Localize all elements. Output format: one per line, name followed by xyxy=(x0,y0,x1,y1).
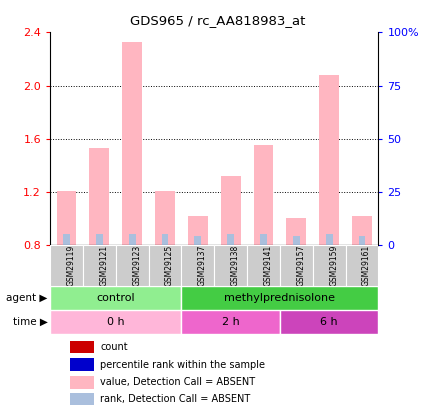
Bar xyxy=(148,245,181,286)
Bar xyxy=(128,234,135,245)
Bar xyxy=(214,245,247,286)
Bar xyxy=(253,145,273,245)
Bar xyxy=(352,216,371,245)
Text: count: count xyxy=(100,342,128,352)
Text: GSM29119: GSM29119 xyxy=(66,245,75,286)
Text: 0 h: 0 h xyxy=(107,317,124,327)
Bar xyxy=(56,190,76,245)
Bar xyxy=(181,245,214,286)
Bar xyxy=(194,236,201,245)
Text: time ▶: time ▶ xyxy=(13,317,48,327)
Bar xyxy=(227,234,233,245)
Bar xyxy=(286,218,306,245)
Bar xyxy=(161,234,168,245)
Text: methylprednisolone: methylprednisolone xyxy=(224,293,335,303)
Bar xyxy=(155,190,174,245)
Bar xyxy=(312,245,345,286)
Text: GDS965 / rc_AA818983_at: GDS965 / rc_AA818983_at xyxy=(129,14,305,27)
Text: 2 h: 2 h xyxy=(221,317,239,327)
Bar xyxy=(181,286,378,310)
Bar xyxy=(292,236,299,245)
Text: GSM29125: GSM29125 xyxy=(164,245,174,286)
Bar xyxy=(50,245,82,286)
Bar xyxy=(69,376,93,389)
Bar xyxy=(181,310,279,334)
Text: GSM29159: GSM29159 xyxy=(329,245,337,286)
Text: control: control xyxy=(96,293,135,303)
Bar xyxy=(95,234,102,245)
Bar xyxy=(69,358,93,371)
Bar xyxy=(325,234,332,245)
Bar xyxy=(115,245,148,286)
Bar xyxy=(69,393,93,405)
Bar xyxy=(63,234,70,245)
Bar xyxy=(50,286,181,310)
Bar xyxy=(358,236,365,245)
Text: GSM29141: GSM29141 xyxy=(263,245,272,286)
Bar xyxy=(279,310,378,334)
Bar xyxy=(260,234,266,245)
Text: GSM29123: GSM29123 xyxy=(132,245,141,286)
Text: GSM29138: GSM29138 xyxy=(230,245,239,286)
Bar xyxy=(319,75,338,245)
Text: value, Detection Call = ABSENT: value, Detection Call = ABSENT xyxy=(100,377,255,387)
Text: GSM29161: GSM29161 xyxy=(361,245,370,286)
Bar xyxy=(247,245,279,286)
Text: percentile rank within the sample: percentile rank within the sample xyxy=(100,360,264,370)
Bar xyxy=(220,176,240,245)
Text: GSM29137: GSM29137 xyxy=(197,245,206,286)
Bar xyxy=(187,216,207,245)
Bar xyxy=(122,42,141,245)
Text: 6 h: 6 h xyxy=(319,317,337,327)
Bar xyxy=(82,245,115,286)
Bar xyxy=(89,148,109,245)
Text: GSM29157: GSM29157 xyxy=(296,245,305,286)
Text: GSM29121: GSM29121 xyxy=(99,245,108,286)
Bar xyxy=(345,245,378,286)
Text: agent ▶: agent ▶ xyxy=(7,293,48,303)
Bar xyxy=(279,245,312,286)
Bar xyxy=(50,310,181,334)
Bar xyxy=(69,341,93,353)
Text: rank, Detection Call = ABSENT: rank, Detection Call = ABSENT xyxy=(100,394,250,404)
